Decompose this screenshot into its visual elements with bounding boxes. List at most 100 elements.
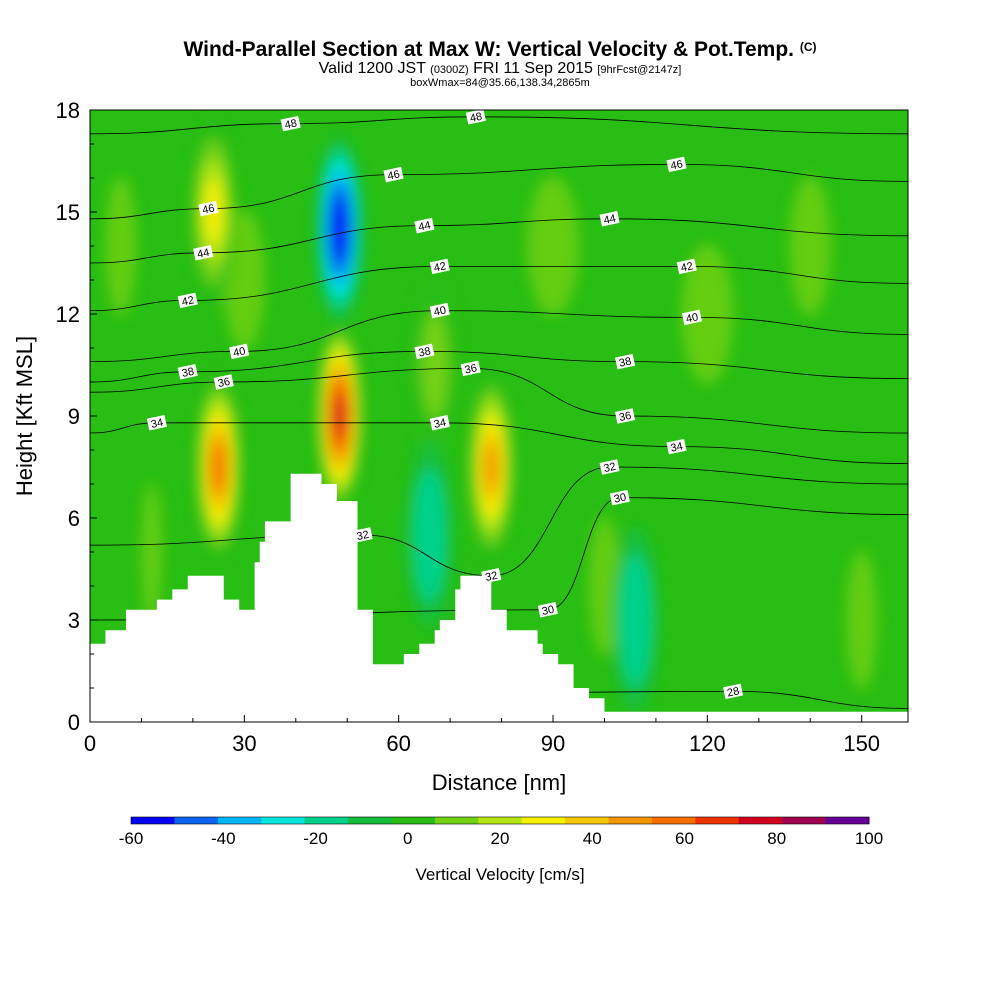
theta-label-text: 34 (669, 440, 683, 454)
theta-label-box (429, 415, 450, 431)
x-tick-label: 30 (232, 731, 256, 756)
colorbar: -60 -40 -20 0 20 40 60 80 100 Vertical Velocity [… (119, 816, 883, 884)
theta-label-box (666, 438, 687, 455)
theta-label-text: 36 (464, 362, 478, 376)
velocity-cell (527, 176, 580, 316)
colorbar-swatch (304, 817, 349, 824)
terrain (90, 473, 908, 722)
theta-label: 34 (146, 415, 167, 431)
x-axis-label: Distance [nm] (432, 770, 567, 795)
theta-label: 44 (414, 217, 435, 234)
y-tick-label: 12 (56, 302, 80, 327)
theta-label-box (177, 292, 198, 309)
theta-label-text: 28 (726, 685, 740, 699)
theta-label: 34 (429, 415, 450, 431)
colorbar-swatch (651, 817, 696, 824)
theta-label: 38 (614, 353, 636, 370)
theta-label: 32 (599, 459, 620, 475)
theta-label-text: 44 (603, 213, 617, 227)
theta-label-box (383, 166, 404, 183)
theta-label-text: 30 (541, 604, 555, 618)
colorbar-swatch (695, 817, 740, 824)
theta-label: 42 (429, 258, 450, 275)
theta-label-text: 40 (685, 311, 699, 325)
theta-label-text: 32 (356, 529, 370, 543)
theta-label-text: 48 (469, 111, 483, 125)
theta-label-text: 42 (433, 260, 447, 274)
theta-label: 30 (609, 489, 630, 506)
colorbar-swatch (782, 817, 827, 824)
y-tick-label: 9 (68, 404, 80, 429)
colorbar-tick-label: 100 (855, 829, 883, 848)
theta-label: 30 (537, 602, 558, 618)
theta-label-box (414, 217, 435, 234)
theta-label-box (666, 156, 687, 173)
copyright-mark: (C) (799, 40, 817, 54)
colorbar-swatch (217, 817, 262, 824)
theta-label: 38 (177, 364, 198, 380)
theta-label-text: 32 (484, 570, 498, 584)
theta-label: 38 (414, 343, 435, 360)
colorbar-tick-label: 20 (491, 829, 510, 848)
theta-label: 44 (599, 211, 620, 227)
theta-label-box (609, 489, 630, 506)
theta-label-box (429, 302, 450, 319)
theta-label-text: 38 (417, 345, 431, 359)
theta-label: 46 (666, 156, 687, 173)
theta-label: 32 (352, 527, 373, 543)
theta-label-box (193, 245, 214, 261)
theta-label: 48 (465, 110, 486, 125)
velocity-cell (681, 244, 734, 384)
theta-label-text: 46 (669, 158, 683, 172)
updraft-cell (484, 442, 499, 492)
colorbar-tick-label: 60 (675, 829, 694, 848)
theta-label-text: 32 (603, 461, 617, 475)
colorbar-tick-label: 40 (583, 829, 602, 848)
theta-label: 46 (198, 200, 219, 217)
theta-label: 36 (614, 408, 636, 424)
colorbar-swatch (434, 817, 479, 824)
plot-area: 28 30 30 32 32 32 34 34 34 36 36 36 38 38 38 40 40 40 42 42… (90, 110, 908, 722)
theta-label-box (676, 258, 697, 275)
chart-title: Wind-Parallel Section at Max W: Vertical… (0, 38, 1000, 62)
colorbar-swatch (174, 817, 219, 824)
x-tick-label: 120 (689, 731, 726, 756)
theta-label-text: 42 (680, 260, 694, 274)
theta-label-box (213, 374, 234, 390)
theta-label: 40 (229, 343, 250, 360)
colorbar-frame (130, 816, 870, 825)
theta-label: 28 (723, 683, 744, 700)
theta-label: 44 (193, 245, 214, 261)
updraft-cell (333, 396, 346, 436)
theta-label-box (229, 343, 250, 360)
theta-label-text: 36 (618, 410, 632, 424)
velocity-cell (588, 516, 621, 656)
velocity-field (105, 119, 878, 713)
theta-label: 36 (460, 360, 481, 377)
y-axis-label: Height [Kft MSL] (12, 336, 37, 496)
colorbar-swatch (825, 817, 870, 824)
theta-label-text: 36 (217, 376, 231, 390)
theta-label: 46 (383, 166, 404, 183)
utc-time: (0300Z) (430, 64, 469, 76)
colorbar-tick-label: 0 (403, 829, 412, 848)
theta-label: 34 (666, 438, 687, 455)
velocity-cell (141, 482, 163, 622)
y-tick-label: 3 (68, 608, 80, 633)
theta-label-box (280, 115, 301, 132)
colorbar-swatch (565, 817, 610, 824)
colorbar-swatch (391, 817, 436, 824)
theta-label-box (614, 353, 636, 370)
theta-label: 40 (681, 309, 702, 326)
colorbar-swatch (261, 817, 306, 824)
theta-contour-44 (90, 218, 908, 264)
theta-contour-46 (90, 163, 908, 220)
updraft-cell (212, 444, 225, 490)
theta-label-text: 34 (433, 417, 447, 431)
theta-label-text: 44 (196, 247, 210, 261)
velocity-cell (105, 176, 137, 316)
colorbar-swatch (608, 817, 653, 824)
chart-subtitle: Valid 1200 JST (0300Z) FRI 11 Sep 2015 [… (0, 60, 1000, 78)
